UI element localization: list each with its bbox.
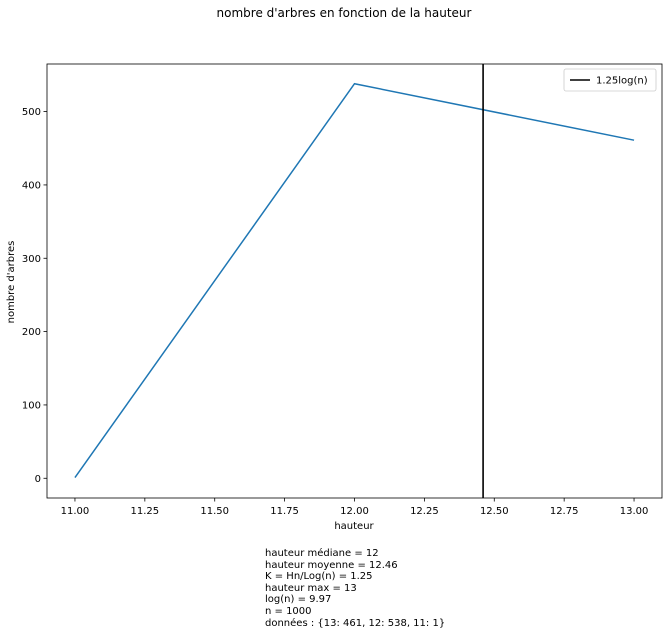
chart-title: nombre d'arbres en fonction de la hauteu… <box>217 6 472 20</box>
y-tick-label: 400 <box>22 180 41 191</box>
stat-mean: hauteur moyenne = 12.46 <box>265 559 398 571</box>
stat-max: hauteur max = 13 <box>265 582 357 594</box>
y-tick-label: 100 <box>22 400 41 411</box>
x-tick-label: 11.50 <box>200 506 229 517</box>
y-tick-label: 200 <box>22 327 41 338</box>
series-line <box>74 82 635 478</box>
stat-median: hauteur médiane = 12 <box>265 548 379 559</box>
y-tick-label: 300 <box>22 254 41 265</box>
stat-k: K = Hn/Log(n) = 1.25 <box>265 571 373 583</box>
x-tick-label: 11.25 <box>131 506 160 517</box>
y-tick-label: 500 <box>22 107 41 118</box>
plot-area: 11.00 11.25 11.50 11.75 12.00 12.25 12.50 12.75… <box>22 63 663 517</box>
plot-frame <box>46 63 663 499</box>
x-tick-label: 12.75 <box>550 506 579 517</box>
y-axis-label: nombre d'arbres <box>6 241 17 324</box>
x-tick-label: 12.50 <box>480 506 509 517</box>
stats-block: hauteur médiane = 12 hauteur moyenne = 1… <box>265 548 445 629</box>
stat-n: n = 1000 <box>265 605 312 617</box>
x-axis-label: hauteur <box>334 521 374 532</box>
stat-data: données : {13: 461, 12: 538, 11: 1} <box>265 617 446 629</box>
y-tick-label: 0 <box>35 474 41 485</box>
stat-log-n: log(n) = 9.97 <box>265 594 332 606</box>
x-tick-label: 12.00 <box>340 506 369 517</box>
x-tick-label: 11.75 <box>270 506 299 517</box>
x-tick-label: 12.25 <box>410 506 439 517</box>
legend-box <box>563 68 657 92</box>
legend-label: 1.25log(n) <box>596 76 648 87</box>
x-tick-label: 11.00 <box>61 506 90 517</box>
x-tick-label: 13.00 <box>620 506 649 517</box>
